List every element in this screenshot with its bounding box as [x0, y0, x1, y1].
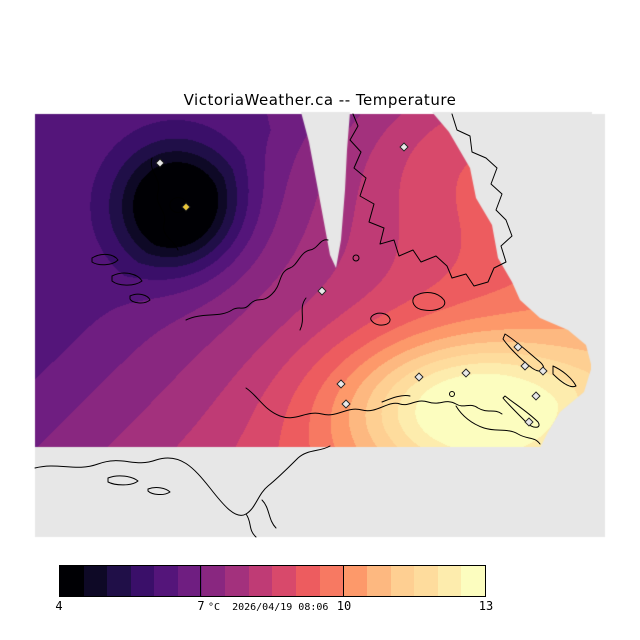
islet: [449, 391, 455, 397]
coastline: [245, 513, 257, 538]
coastline: [34, 445, 331, 516]
colorbar-tick-label: 7: [197, 599, 205, 613]
colorbar-tick-label: 10: [336, 599, 352, 613]
colorbar-cell: [461, 566, 485, 596]
coastline: [111, 272, 143, 286]
colorbar: [59, 565, 486, 597]
station-marker: [513, 342, 523, 352]
coastline: [502, 395, 540, 428]
station-marker: [341, 399, 351, 409]
coastline: [245, 387, 503, 419]
colorbar-tick-label: 13: [478, 599, 494, 613]
coastlines: [34, 113, 577, 538]
coastline: [552, 365, 577, 388]
station-marker: [520, 361, 530, 371]
islet: [352, 254, 360, 262]
coastline: [455, 405, 541, 445]
colorbar-tick: [343, 565, 344, 597]
colorbar-cell: [366, 566, 391, 596]
station-marker: [461, 368, 471, 378]
colorbar-cell: [201, 566, 226, 596]
colorbar-cell: [154, 566, 179, 596]
colorbar-cell: [225, 566, 249, 596]
station-marker: [538, 366, 548, 376]
station-markers: [155, 142, 548, 427]
coastline: [299, 297, 307, 331]
station-marker: [399, 142, 409, 152]
station-marker: [531, 391, 541, 401]
colorbar-cell: [107, 566, 131, 596]
colorbar-cell: [390, 566, 415, 596]
colorbar-cell: [130, 566, 155, 596]
coastline: [349, 113, 513, 287]
station-marker: [336, 379, 346, 389]
colorbar-cell: [178, 566, 202, 596]
colorbar-tick-label: 4: [55, 599, 63, 613]
colorbar-cell: [296, 566, 320, 596]
coastline: [150, 157, 179, 251]
colorbar-cell: [414, 566, 438, 596]
station-marker: [155, 158, 165, 168]
colorbar-cell: [319, 566, 344, 596]
station-marker: [524, 417, 534, 427]
coastline: [129, 293, 151, 304]
coastline: [381, 395, 411, 403]
coastline: [261, 499, 277, 529]
colorbar-cell: [437, 566, 462, 596]
station-marker: [317, 286, 327, 296]
colorbar-cell: [83, 566, 108, 596]
colorbar-cell: [60, 566, 84, 596]
coastline: [370, 312, 391, 326]
coastline: [169, 197, 187, 213]
colorbar-caption: °C 2026/04/19 08:06: [208, 602, 329, 613]
coastline: [185, 239, 329, 321]
colorbar-cell: [272, 566, 297, 596]
colorbar-cell: [343, 566, 367, 596]
coastline: [91, 253, 119, 266]
station-marker: [181, 202, 191, 212]
colorbar-tick: [200, 565, 201, 597]
coastline: [412, 292, 446, 311]
coastline: [107, 475, 139, 486]
colorbar-cell: [248, 566, 273, 596]
coastline: [147, 487, 171, 495]
station-marker: [414, 372, 424, 382]
